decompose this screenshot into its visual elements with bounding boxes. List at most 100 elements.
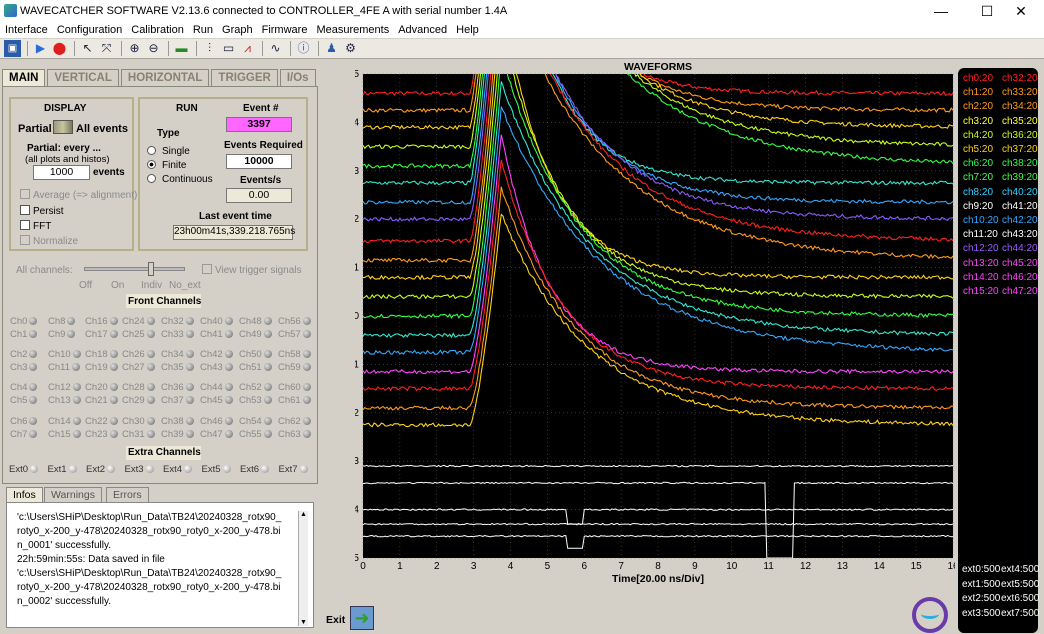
channel-toggle-ch54[interactable]: Ch54 xyxy=(239,416,272,427)
menu-configuration[interactable]: Configuration xyxy=(56,24,123,36)
legend-entry-ch42[interactable]: ch42:20 xyxy=(1002,215,1038,226)
tab-main[interactable]: MAIN xyxy=(2,69,46,86)
channel-toggle-ch32[interactable]: Ch32 xyxy=(161,316,194,327)
view-trigger-checkbox[interactable] xyxy=(202,264,212,277)
channel-toggle-ch41[interactable]: Ch41 xyxy=(200,329,233,340)
channel-toggle-ch0[interactable]: Ch0 xyxy=(10,316,38,327)
channel-toggle-ch37[interactable]: Ch37 xyxy=(161,395,194,406)
menu-interface[interactable]: Interface xyxy=(5,24,48,36)
tab-infos[interactable]: Infos xyxy=(6,487,43,502)
channel-toggle-ch36[interactable]: Ch36 xyxy=(161,382,194,393)
channel-toggle-ch58[interactable]: Ch58 xyxy=(278,349,311,360)
channel-toggle-ch61[interactable]: Ch61 xyxy=(278,395,311,406)
info-icon[interactable]: ⓘ xyxy=(297,41,310,55)
channel-toggle-ch31[interactable]: Ch31 xyxy=(122,429,155,440)
legend-entry-ext3[interactable]: ext3:500 xyxy=(962,607,1001,619)
close-button[interactable]: ✕ xyxy=(1015,3,1027,19)
channel-toggle-ch24[interactable]: Ch24 xyxy=(122,316,155,327)
legend-entry-ch45[interactable]: ch45:20 xyxy=(1002,257,1038,269)
legend-entry-ext0[interactable]: ext0:500 xyxy=(962,564,1001,575)
channel-toggle-ch1[interactable]: Ch1 xyxy=(10,329,38,340)
extra-channel-ext7[interactable]: Ext7 xyxy=(279,464,308,475)
channel-toggle-ch17[interactable]: Ch17 xyxy=(85,329,118,340)
legend-entry-ch40[interactable]: ch40:20 xyxy=(1002,186,1038,198)
channel-toggle-ch25[interactable]: Ch25 xyxy=(122,329,155,340)
settings-icon[interactable]: ⚙ xyxy=(345,41,356,55)
menu-advanced[interactable]: Advanced xyxy=(398,24,448,36)
legend-entry-ch0[interactable]: ch0:20 xyxy=(963,73,994,84)
finite-radio[interactable] xyxy=(147,160,156,172)
channel-toggle-ch18[interactable]: Ch18 xyxy=(85,349,118,360)
extra-channel-ext6[interactable]: Ext6 xyxy=(240,464,270,475)
delete-cursor-icon[interactable]: ⤧ xyxy=(101,41,112,55)
extra-channel-ext3[interactable]: Ext3 xyxy=(125,464,154,475)
legend-entry-ch39[interactable]: ch39:20 xyxy=(1002,172,1038,184)
channel-toggle-ch16[interactable]: Ch16 xyxy=(85,316,118,327)
channel-toggle-ch43[interactable]: Ch43 xyxy=(200,362,233,373)
legend-entry-ch14[interactable]: ch14:20 xyxy=(963,271,999,283)
channel-toggle-ch14[interactable]: Ch14 xyxy=(48,416,81,427)
legend-entry-ch7[interactable]: ch7:20 xyxy=(963,172,994,184)
legend-entry-ch37[interactable]: ch37:20 xyxy=(1002,144,1038,155)
extra-channel-ext2[interactable]: Ext2 xyxy=(86,464,116,475)
waveforms-chart[interactable]: WAVEFORMS012345678910111213141516543210-… xyxy=(355,59,955,593)
menu-calibration[interactable]: Calibration xyxy=(131,24,184,36)
channel-toggle-ch42[interactable]: Ch42 xyxy=(200,349,233,360)
tab-trigger[interactable]: TRIGGER xyxy=(211,69,278,86)
channel-toggle-ch39[interactable]: Ch39 xyxy=(161,429,194,440)
tab-errors[interactable]: Errors xyxy=(106,487,149,502)
channel-toggle-ch52[interactable]: Ch52 xyxy=(239,382,272,393)
fft-checkbox[interactable] xyxy=(20,220,30,233)
channel-toggle-ch11[interactable]: Ch11 xyxy=(48,362,81,373)
channel-toggle-ch28[interactable]: Ch28 xyxy=(122,382,155,393)
save-icon[interactable]: ▣ xyxy=(4,40,21,57)
legend-entry-ch33[interactable]: ch33:20 xyxy=(1002,87,1038,99)
legend-entry-ext6[interactable]: ext6:500 xyxy=(1001,593,1040,604)
board-icon[interactable]: ▬ xyxy=(175,41,188,55)
channel-toggle-ch50[interactable]: Ch50 xyxy=(239,349,272,360)
channel-toggle-ch20[interactable]: Ch20 xyxy=(85,382,118,393)
tab-ios[interactable]: I/Os xyxy=(279,69,316,86)
channel-toggle-ch47[interactable]: Ch47 xyxy=(200,429,233,440)
channel-toggle-ch15[interactable]: Ch15 xyxy=(48,429,81,440)
legend-entry-ch4[interactable]: ch4:20 xyxy=(963,129,994,141)
channel-toggle-ch27[interactable]: Ch27 xyxy=(122,362,155,373)
legend-entry-ch11[interactable]: ch11:20 xyxy=(963,229,998,241)
channel-toggle-ch22[interactable]: Ch22 xyxy=(85,416,118,427)
slider-thumb[interactable] xyxy=(148,262,154,276)
channel-toggle-ch44[interactable]: Ch44 xyxy=(200,382,233,393)
events-required-input[interactable]: 10000 xyxy=(226,154,292,169)
legend-entry-ch10[interactable]: ch10:20 xyxy=(963,215,999,226)
channel-toggle-ch7[interactable]: Ch7 xyxy=(10,429,38,440)
menu-measurements[interactable]: Measurements xyxy=(316,24,390,36)
legend-entry-ch35[interactable]: ch35:20 xyxy=(1002,115,1038,127)
channel-toggle-ch53[interactable]: Ch53 xyxy=(239,395,272,406)
channel-toggle-ch21[interactable]: Ch21 xyxy=(85,395,118,406)
legend-entry-ch9[interactable]: ch9:20 xyxy=(963,200,994,212)
every-events-input[interactable]: 1000 xyxy=(33,165,90,180)
channel-toggle-ch26[interactable]: Ch26 xyxy=(122,349,155,360)
channel-toggle-ch55[interactable]: Ch55 xyxy=(239,429,272,440)
legend-entry-ch2[interactable]: ch2:20 xyxy=(963,101,994,113)
legend-entry-ext5[interactable]: ext5:500 xyxy=(1001,578,1040,590)
legend-entry-ch46[interactable]: ch46:20 xyxy=(1002,271,1038,283)
partial-all-toggle[interactable] xyxy=(53,120,73,134)
channel-toggle-ch9[interactable]: Ch9 xyxy=(48,329,76,340)
channel-toggle-ch49[interactable]: Ch49 xyxy=(239,329,272,340)
channel-toggle-ch48[interactable]: Ch48 xyxy=(239,316,272,327)
tab-horizontal[interactable]: HORIZONTAL xyxy=(120,69,210,86)
legend-entry-ch47[interactable]: ch47:20 xyxy=(1002,286,1038,297)
legend-entry-ch41[interactable]: ch41:20 xyxy=(1002,200,1038,212)
ruler-icon[interactable]: ▭ xyxy=(222,41,235,55)
channel-toggle-ch62[interactable]: Ch62 xyxy=(278,416,311,427)
extra-channel-ext1[interactable]: Ext1 xyxy=(48,464,77,475)
minimize-button[interactable]: — xyxy=(934,3,948,19)
channel-toggle-ch3[interactable]: Ch3 xyxy=(10,362,38,373)
legend-entry-ext2[interactable]: ext2:500 xyxy=(962,593,1001,604)
legend-entry-ch44[interactable]: ch44:20 xyxy=(1002,243,1038,255)
single-radio[interactable] xyxy=(147,146,156,158)
persist-checkbox[interactable] xyxy=(20,205,30,218)
menu-firmware[interactable]: Firmware xyxy=(261,24,308,36)
channel-toggle-ch46[interactable]: Ch46 xyxy=(200,416,233,427)
exit-button[interactable]: ➜ xyxy=(350,606,374,630)
